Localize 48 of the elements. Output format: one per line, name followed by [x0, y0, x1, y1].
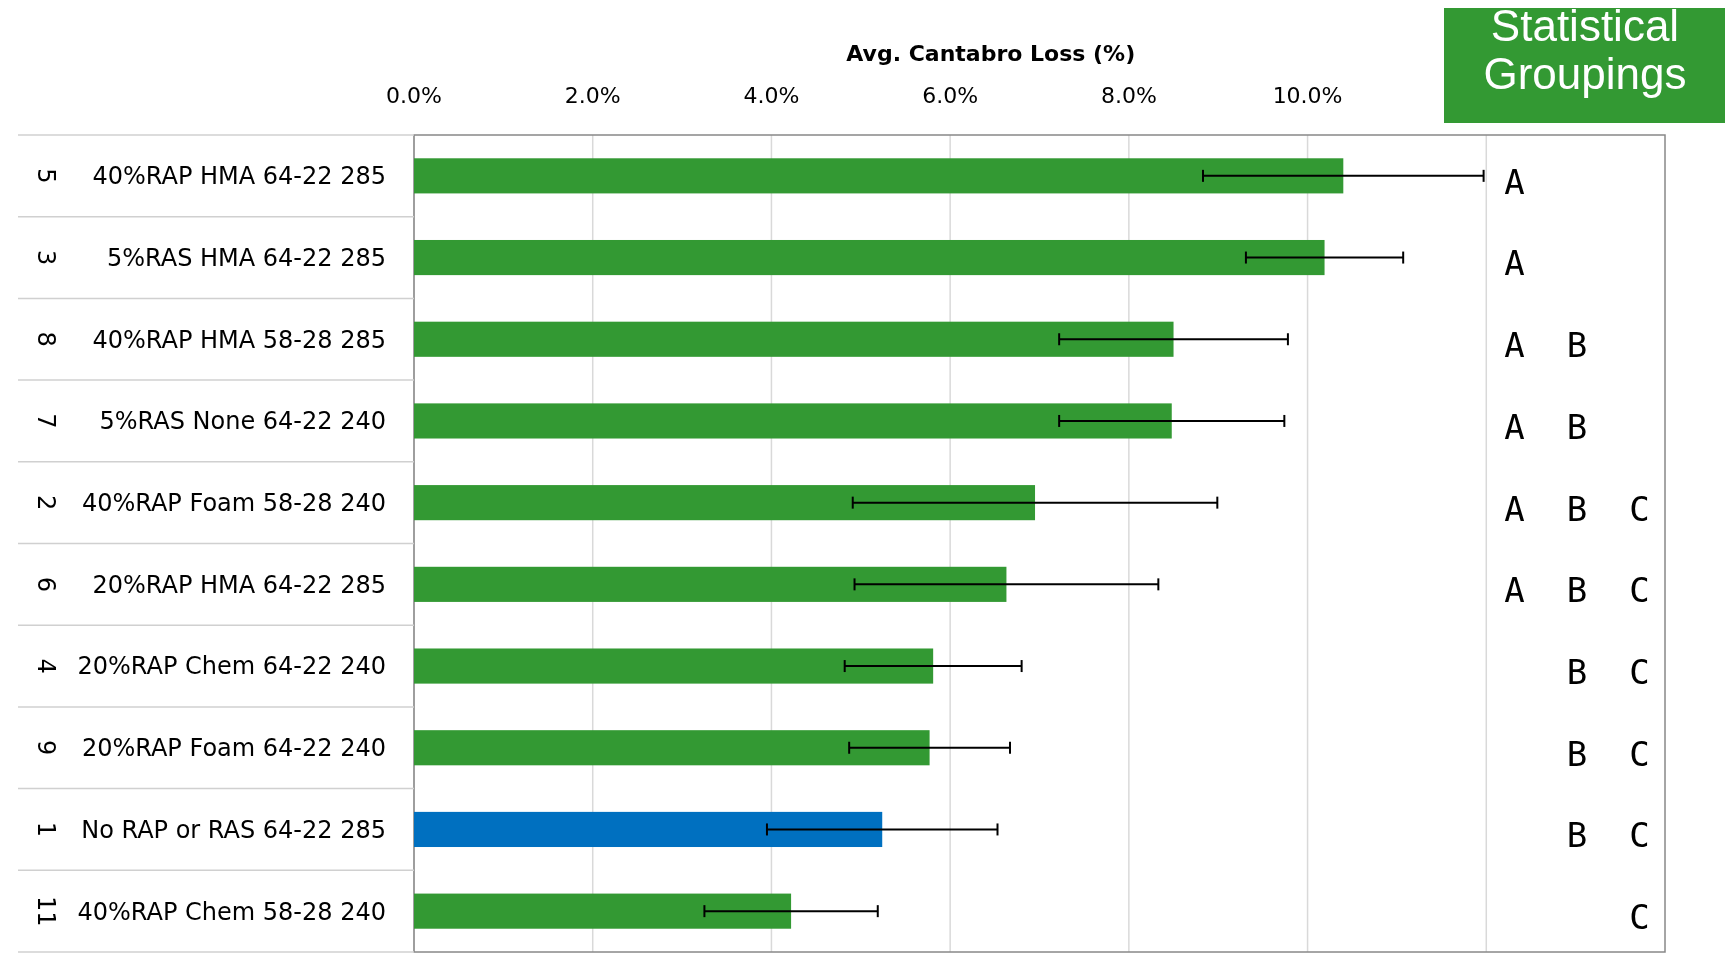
text: 5 [31, 168, 60, 184]
annotation: A B [1504, 325, 1661, 366]
y-tick-label: 40%RAP Chem 58-28 240 [77, 897, 386, 926]
y-tick-label: 40%RAP Foam 58-28 240 [81, 489, 386, 518]
annotation: C [1504, 897, 1661, 938]
annotation: B C [1504, 651, 1661, 692]
y-tick-label: 40%RAP HMA 58-28 285 [92, 325, 386, 354]
bar [414, 566, 1007, 602]
text: 7 [31, 413, 60, 429]
x-tick-label: 10.0% [1272, 83, 1343, 108]
y-tick-label: 20%RAP Chem 64-22 240 [77, 652, 386, 681]
y-tick-label: No RAP or RAS 64-22 285 [81, 815, 386, 844]
x-tick-label: 2.0% [564, 83, 621, 108]
bar [414, 485, 1036, 521]
y-tick-label: 5%RAS HMA 64-22 285 [106, 243, 386, 272]
text: 11 [31, 895, 60, 927]
text: 1 [31, 821, 60, 838]
bar [414, 239, 1325, 276]
text: 9 [31, 740, 60, 756]
bar [414, 158, 1344, 194]
bar [414, 730, 930, 766]
y-tick-label: 5%RAS None 64-22 240 [99, 407, 386, 436]
bar [414, 811, 883, 848]
x-tick-label: 8.0% [1100, 83, 1157, 108]
annotation: A [1504, 243, 1661, 284]
annotation: A B C [1504, 488, 1661, 529]
text: Statistical Groupings [1483, 1, 1687, 99]
x-tick-label: 0.0% [386, 83, 442, 108]
bar [414, 403, 1172, 439]
text: 2 [31, 495, 60, 511]
y-tick-label: 20%RAP Foam 64-22 240 [81, 734, 386, 763]
annotation: B C [1504, 815, 1661, 856]
x-axis-title: Avg. Cantabro Loss (%) [846, 41, 1136, 66]
text: 3 [31, 249, 60, 266]
text: 4 [31, 658, 60, 674]
annotation: A B C [1504, 570, 1661, 611]
y-tick-label: 40%RAP HMA 64-22 285 [92, 162, 386, 191]
bar [414, 893, 792, 929]
y-tick-label: 20%RAP HMA 64-22 285 [92, 570, 386, 599]
annotation: A [1504, 161, 1661, 202]
x-tick-label: 4.0% [743, 83, 800, 108]
x-tick-label: 6.0% [922, 83, 979, 108]
text: 6 [31, 576, 60, 592]
bar [414, 648, 934, 684]
text: 8 [31, 331, 60, 347]
annotation: B C [1504, 733, 1661, 774]
bar [414, 321, 1174, 357]
annotation: A B [1504, 406, 1661, 447]
